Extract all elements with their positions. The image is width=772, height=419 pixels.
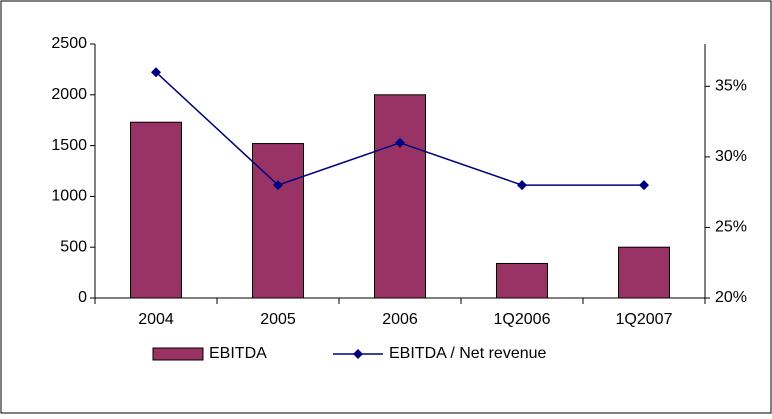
legend-label: EBITDA / Net revenue [389,345,547,362]
line-marker [639,180,649,191]
y-tick-label: 0 [78,289,87,306]
legend-swatch [152,347,204,361]
line-marker [151,67,161,78]
x-tick-label: 2006 [382,311,418,328]
legend-label: EBITDA [209,345,267,362]
x-tick-label: 1Q2006 [494,311,551,328]
y2-tick-label: 30% [715,148,747,165]
line-marker [273,180,283,191]
y-tick-label: 1000 [51,188,87,205]
bar [496,262,548,299]
y-tick-label: 1500 [51,137,87,154]
y2-tick-label: 20% [715,289,747,306]
y-tick-label: 500 [60,238,87,255]
y-tick-label: 2500 [51,35,87,52]
bar [618,246,670,299]
x-tick-label: 2004 [138,311,174,328]
bar [252,143,304,299]
bar [374,94,426,299]
x-tick-label: 2005 [260,311,296,328]
x-tick-label: 1Q2007 [616,311,673,328]
y2-tick-label: 25% [715,219,747,236]
legend-marker [353,349,363,359]
bar [130,121,182,299]
line-marker [395,137,405,148]
y2-tick-label: 35% [715,78,747,95]
line-marker [517,180,527,191]
y-tick-label: 2000 [51,86,87,103]
